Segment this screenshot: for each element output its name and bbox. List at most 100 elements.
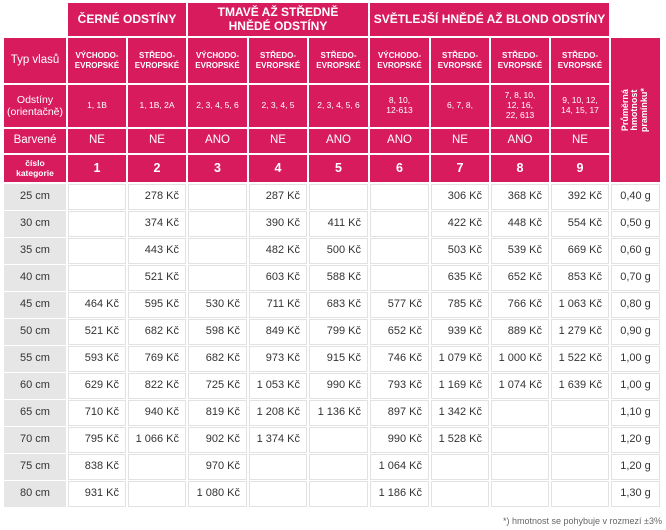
price-cell: 915 Kč	[309, 346, 368, 372]
price-cell	[188, 265, 247, 291]
price-cell: 711 Kč	[249, 292, 307, 318]
price-cell: 769 Kč	[128, 346, 186, 372]
weight-cell: 0,40 g	[611, 184, 660, 210]
price-cell: 652 Kč	[370, 319, 429, 345]
weight-cell: 0,60 g	[611, 238, 660, 264]
price-cell: 411 Kč	[309, 211, 368, 237]
length-cell: 70 cm	[4, 427, 66, 453]
price-cell	[128, 454, 186, 480]
col-dyed: NE	[551, 129, 609, 153]
col-category: 8	[491, 155, 549, 182]
price-cell: 595 Kč	[128, 292, 186, 318]
col-shades: 2, 3, 4, 5, 6	[188, 85, 247, 127]
col-type: VÝCHODO- EVROPSKÉ	[188, 38, 247, 83]
price-cell: 1 074 Kč	[491, 373, 549, 399]
price-cell: 392 Kč	[551, 184, 609, 210]
price-cell: 500 Kč	[309, 238, 368, 264]
row-header-barvene: Barvené	[4, 129, 66, 153]
col-category: 1	[68, 155, 126, 182]
col-shades: 1, 1B	[68, 85, 126, 127]
col-dyed: NE	[431, 129, 489, 153]
col-category: 7	[431, 155, 489, 182]
weight-cell: 1,10 g	[611, 400, 660, 426]
price-cell: 278 Kč	[128, 184, 186, 210]
price-cell: 390 Kč	[249, 211, 307, 237]
length-cell: 45 cm	[4, 292, 66, 318]
price-cell: 897 Kč	[370, 400, 429, 426]
price-cell: 577 Kč	[370, 292, 429, 318]
col-shades: 6, 7, 8,	[431, 85, 489, 127]
col-type: VÝCHODO- EVROPSKÉ	[370, 38, 429, 83]
col-shades: 2, 3, 4, 5, 6	[309, 85, 368, 127]
col-type: VÝCHODO- EVROPSKÉ	[68, 38, 126, 83]
price-cell: 635 Kč	[431, 265, 489, 291]
price-cell: 1 053 Kč	[249, 373, 307, 399]
col-shades: 1, 1B, 2A	[128, 85, 186, 127]
col-category: 9	[551, 155, 609, 182]
col-dyed: NE	[68, 129, 126, 153]
col-category: 2	[128, 155, 186, 182]
price-cell: 793 Kč	[370, 373, 429, 399]
price-cell: 652 Kč	[491, 265, 549, 291]
price-cell: 374 Kč	[128, 211, 186, 237]
price-cell	[491, 454, 549, 480]
price-cell	[309, 454, 368, 480]
price-cell: 287 Kč	[249, 184, 307, 210]
price-cell: 530 Kč	[188, 292, 247, 318]
col-type: STŘEDO- EVROPSKÉ	[431, 38, 489, 83]
row-header-cislo: číslo kategorie	[4, 155, 66, 182]
length-cell: 50 cm	[4, 319, 66, 345]
weight-cell: 1,20 g	[611, 427, 660, 453]
price-cell	[551, 427, 609, 453]
price-cell: 683 Kč	[309, 292, 368, 318]
price-cell: 853 Kč	[551, 265, 609, 291]
price-cell: 849 Kč	[249, 319, 307, 345]
price-cell: 889 Kč	[491, 319, 549, 345]
row-header-typ: Typ vlasů	[4, 38, 66, 83]
price-cell	[370, 184, 429, 210]
price-cell	[249, 481, 307, 507]
col-dyed: ANO	[370, 129, 429, 153]
price-cell: 1 064 Kč	[370, 454, 429, 480]
length-cell: 60 cm	[4, 373, 66, 399]
price-cell: 448 Kč	[491, 211, 549, 237]
col-dyed: ANO	[188, 129, 247, 153]
weight-cell: 1,00 g	[611, 346, 660, 372]
col-shades: 8, 10, 12-613	[370, 85, 429, 127]
price-cell: 1 000 Kč	[491, 346, 549, 372]
price-cell: 970 Kč	[188, 454, 247, 480]
col-dyed: NE	[128, 129, 186, 153]
weight-cell: 1,30 g	[611, 481, 660, 507]
price-cell	[431, 481, 489, 507]
price-cell: 931 Kč	[68, 481, 126, 507]
price-cell: 710 Kč	[68, 400, 126, 426]
price-cell: 1 528 Kč	[431, 427, 489, 453]
price-cell: 1 522 Kč	[551, 346, 609, 372]
weight-cell: 0,50 g	[611, 211, 660, 237]
price-cell	[68, 238, 126, 264]
price-cell	[431, 454, 489, 480]
price-cell: 902 Kč	[188, 427, 247, 453]
price-cell: 1 136 Kč	[309, 400, 368, 426]
price-cell	[68, 211, 126, 237]
price-cell: 443 Kč	[128, 238, 186, 264]
price-cell: 1 374 Kč	[249, 427, 307, 453]
price-cell	[309, 184, 368, 210]
col-shades: 2, 3, 4, 5	[249, 85, 307, 127]
price-cell: 766 Kč	[491, 292, 549, 318]
price-cell: 1 279 Kč	[551, 319, 609, 345]
col-category: 5	[309, 155, 368, 182]
price-cell	[370, 211, 429, 237]
price-cell: 1 169 Kč	[431, 373, 489, 399]
price-cell	[551, 481, 609, 507]
price-cell: 1 186 Kč	[370, 481, 429, 507]
price-cell: 539 Kč	[491, 238, 549, 264]
price-cell: 368 Kč	[491, 184, 549, 210]
price-cell: 554 Kč	[551, 211, 609, 237]
price-cell: 1 080 Kč	[188, 481, 247, 507]
price-cell: 306 Kč	[431, 184, 489, 210]
price-cell: 819 Kč	[188, 400, 247, 426]
price-cell	[491, 481, 549, 507]
price-cell	[370, 238, 429, 264]
